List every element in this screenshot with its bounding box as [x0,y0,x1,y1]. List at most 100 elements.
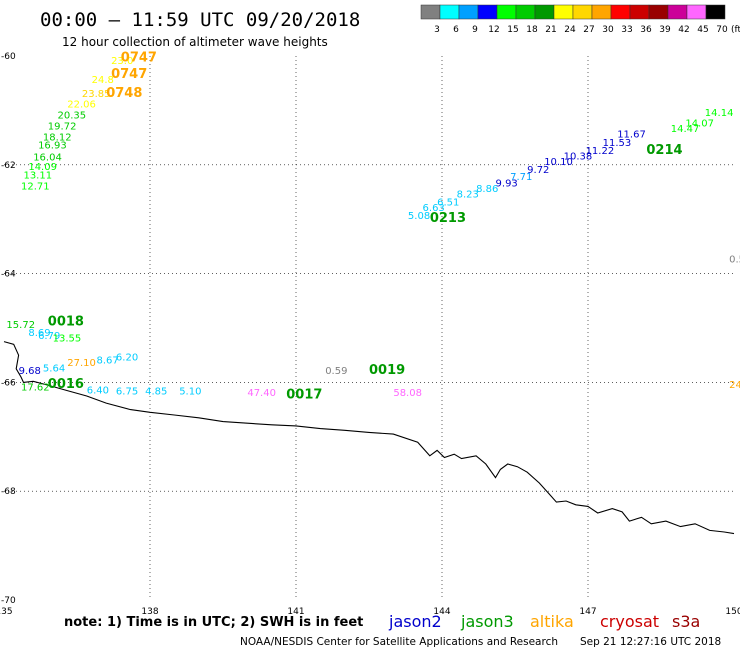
antarctic-coastline [3,341,735,535]
legend-swatch [420,4,441,20]
lat-tick-label: -60 [1,52,16,62]
pass-time-label: 0018 [48,314,84,329]
legend-swatch [553,4,574,20]
lat-tick-label: -66 [1,378,16,388]
wave-height-value: 13.55 [53,334,82,345]
satellite-name: altika [530,612,574,631]
wave-height-value: 10.38 [564,151,593,162]
wave-height-value: 47.40 [247,388,276,399]
wave-height-value: 11.22 [586,146,615,157]
wave-height-value: 15.72 [6,320,35,331]
legend-label: 27 [583,25,594,35]
wave-height-value: 58.08 [393,388,422,399]
map-subtitle: 12 hour collection of altimeter wave hei… [62,35,328,49]
wave-height-value: 22.06 [67,100,96,111]
legend-label: 70 [716,25,728,35]
wave-height-value: 6.20 [116,353,138,364]
legend-swatch [515,4,536,20]
wave-height-value: 8.67 [96,355,118,366]
wave-height-value: 16.93 [38,140,67,151]
wave-height-value: 9.72 [527,165,549,176]
pass-time-label: 0747 [111,67,147,82]
pass-time-label: 0019 [369,363,405,378]
wave-height-value: 20.35 [58,111,87,122]
wave-height-value: 23.85 [82,89,111,100]
legend-label: 36 [640,25,652,35]
legend-swatch [610,4,631,20]
pass-time-label: 0748 [106,86,142,101]
legend-swatch [705,4,726,20]
satellite-name: cryosat [600,612,659,631]
wave-height-value: 14.07 [685,119,714,130]
wave-height-value: 8.23 [457,189,479,200]
wave-height-value: 27.10 [67,358,96,369]
wave-height-value: 11.53 [603,138,632,149]
legend-label: 3 [434,25,440,35]
wave-height-value: 13.11 [23,170,52,181]
wave-height-value: 18.12 [43,132,72,143]
legend-label: 42 [678,25,689,35]
lon-tick-label: 150 [725,607,740,617]
legend-swatch [534,4,555,20]
wave-height-value: 12.71 [21,181,50,192]
wave-height-value: 7.71 [510,172,532,183]
lat-tick-label: -68 [1,487,16,497]
wave-height-value: 5.08 [408,211,430,222]
wave-height-value: 0.5 [729,255,740,266]
wave-height-value: 19.72 [48,121,77,132]
graticule [4,56,734,600]
satellite-name: s3a [672,612,700,631]
wave-height-value: 24 [729,380,740,391]
wave-height-value: 14.14 [705,108,734,119]
footer-timestamp: Sep 21 12:27:16 UTC 2018 [580,636,721,648]
wave-height-value: 14.09 [28,162,57,173]
legend-swatch [686,4,707,20]
legend-label: 18 [526,25,538,35]
wave-height-value: 9.68 [19,366,41,377]
pass-time-labels: 0747 0747 0748 0214 0213 0018 0016 0019 0017 [48,50,683,402]
footer-credit: NOAA/NESDIS Center for Satellite Applica… [240,636,558,648]
legend-swatch [439,4,460,20]
legend-swatch [629,4,650,20]
wave-height-value: 6.51 [437,198,459,209]
wave-height-value: 4.85 [145,386,167,397]
legend-label: 21 [545,25,556,35]
satellite-name: jason3 [460,612,514,631]
pass-time-label: 0017 [286,388,322,403]
lon-tick-label: 135 [0,607,13,617]
legend-swatch [477,4,498,20]
wave-height-value: 9.93 [496,179,518,190]
legend-label: 12 [488,25,499,35]
lon-tick-label: 141 [287,607,304,617]
pass-time-label: 0747 [121,50,157,65]
wave-height-value: 16.04 [33,152,62,163]
wave-height-value: 8.69 [28,328,50,339]
wave-height-value: 6.40 [87,385,109,396]
lat-tick-label: -64 [1,270,16,280]
legend-unit: (ft) [731,25,740,35]
wave-height-value: 6.75 [116,386,138,397]
wave-height-value: 23.0 [111,56,133,67]
pass-time-label: 0213 [430,211,466,226]
legend-label: 45 [697,25,708,35]
wave-height-value: 5.64 [43,364,65,375]
wave-height-value: 0.59 [325,366,347,377]
legend-swatch [572,4,593,20]
map-title: 00:00 – 11:59 UTC 09/20/2018 [40,9,360,31]
legend-swatch [648,4,669,20]
wave-height-value: 6.79 [38,331,60,342]
wave-height-value: 5.10 [179,386,201,397]
legend-swatch [591,4,612,20]
satellite-legend: jason2 jason3 altika cryosat s3a [388,612,700,631]
wave-height-observations: 23.0 24.8 23.8522.0620.3519.7218.1216.9316… [6,56,740,399]
lat-tick-label: -62 [1,161,16,171]
legend-swatch [667,4,688,20]
wave-height-value: 10.10 [544,157,573,168]
lon-tick-label: 144 [433,607,450,617]
legend-label: 9 [472,25,478,35]
lon-tick-label: 138 [141,607,158,617]
legend-label: 24 [564,25,576,35]
legend-swatch [458,4,479,20]
